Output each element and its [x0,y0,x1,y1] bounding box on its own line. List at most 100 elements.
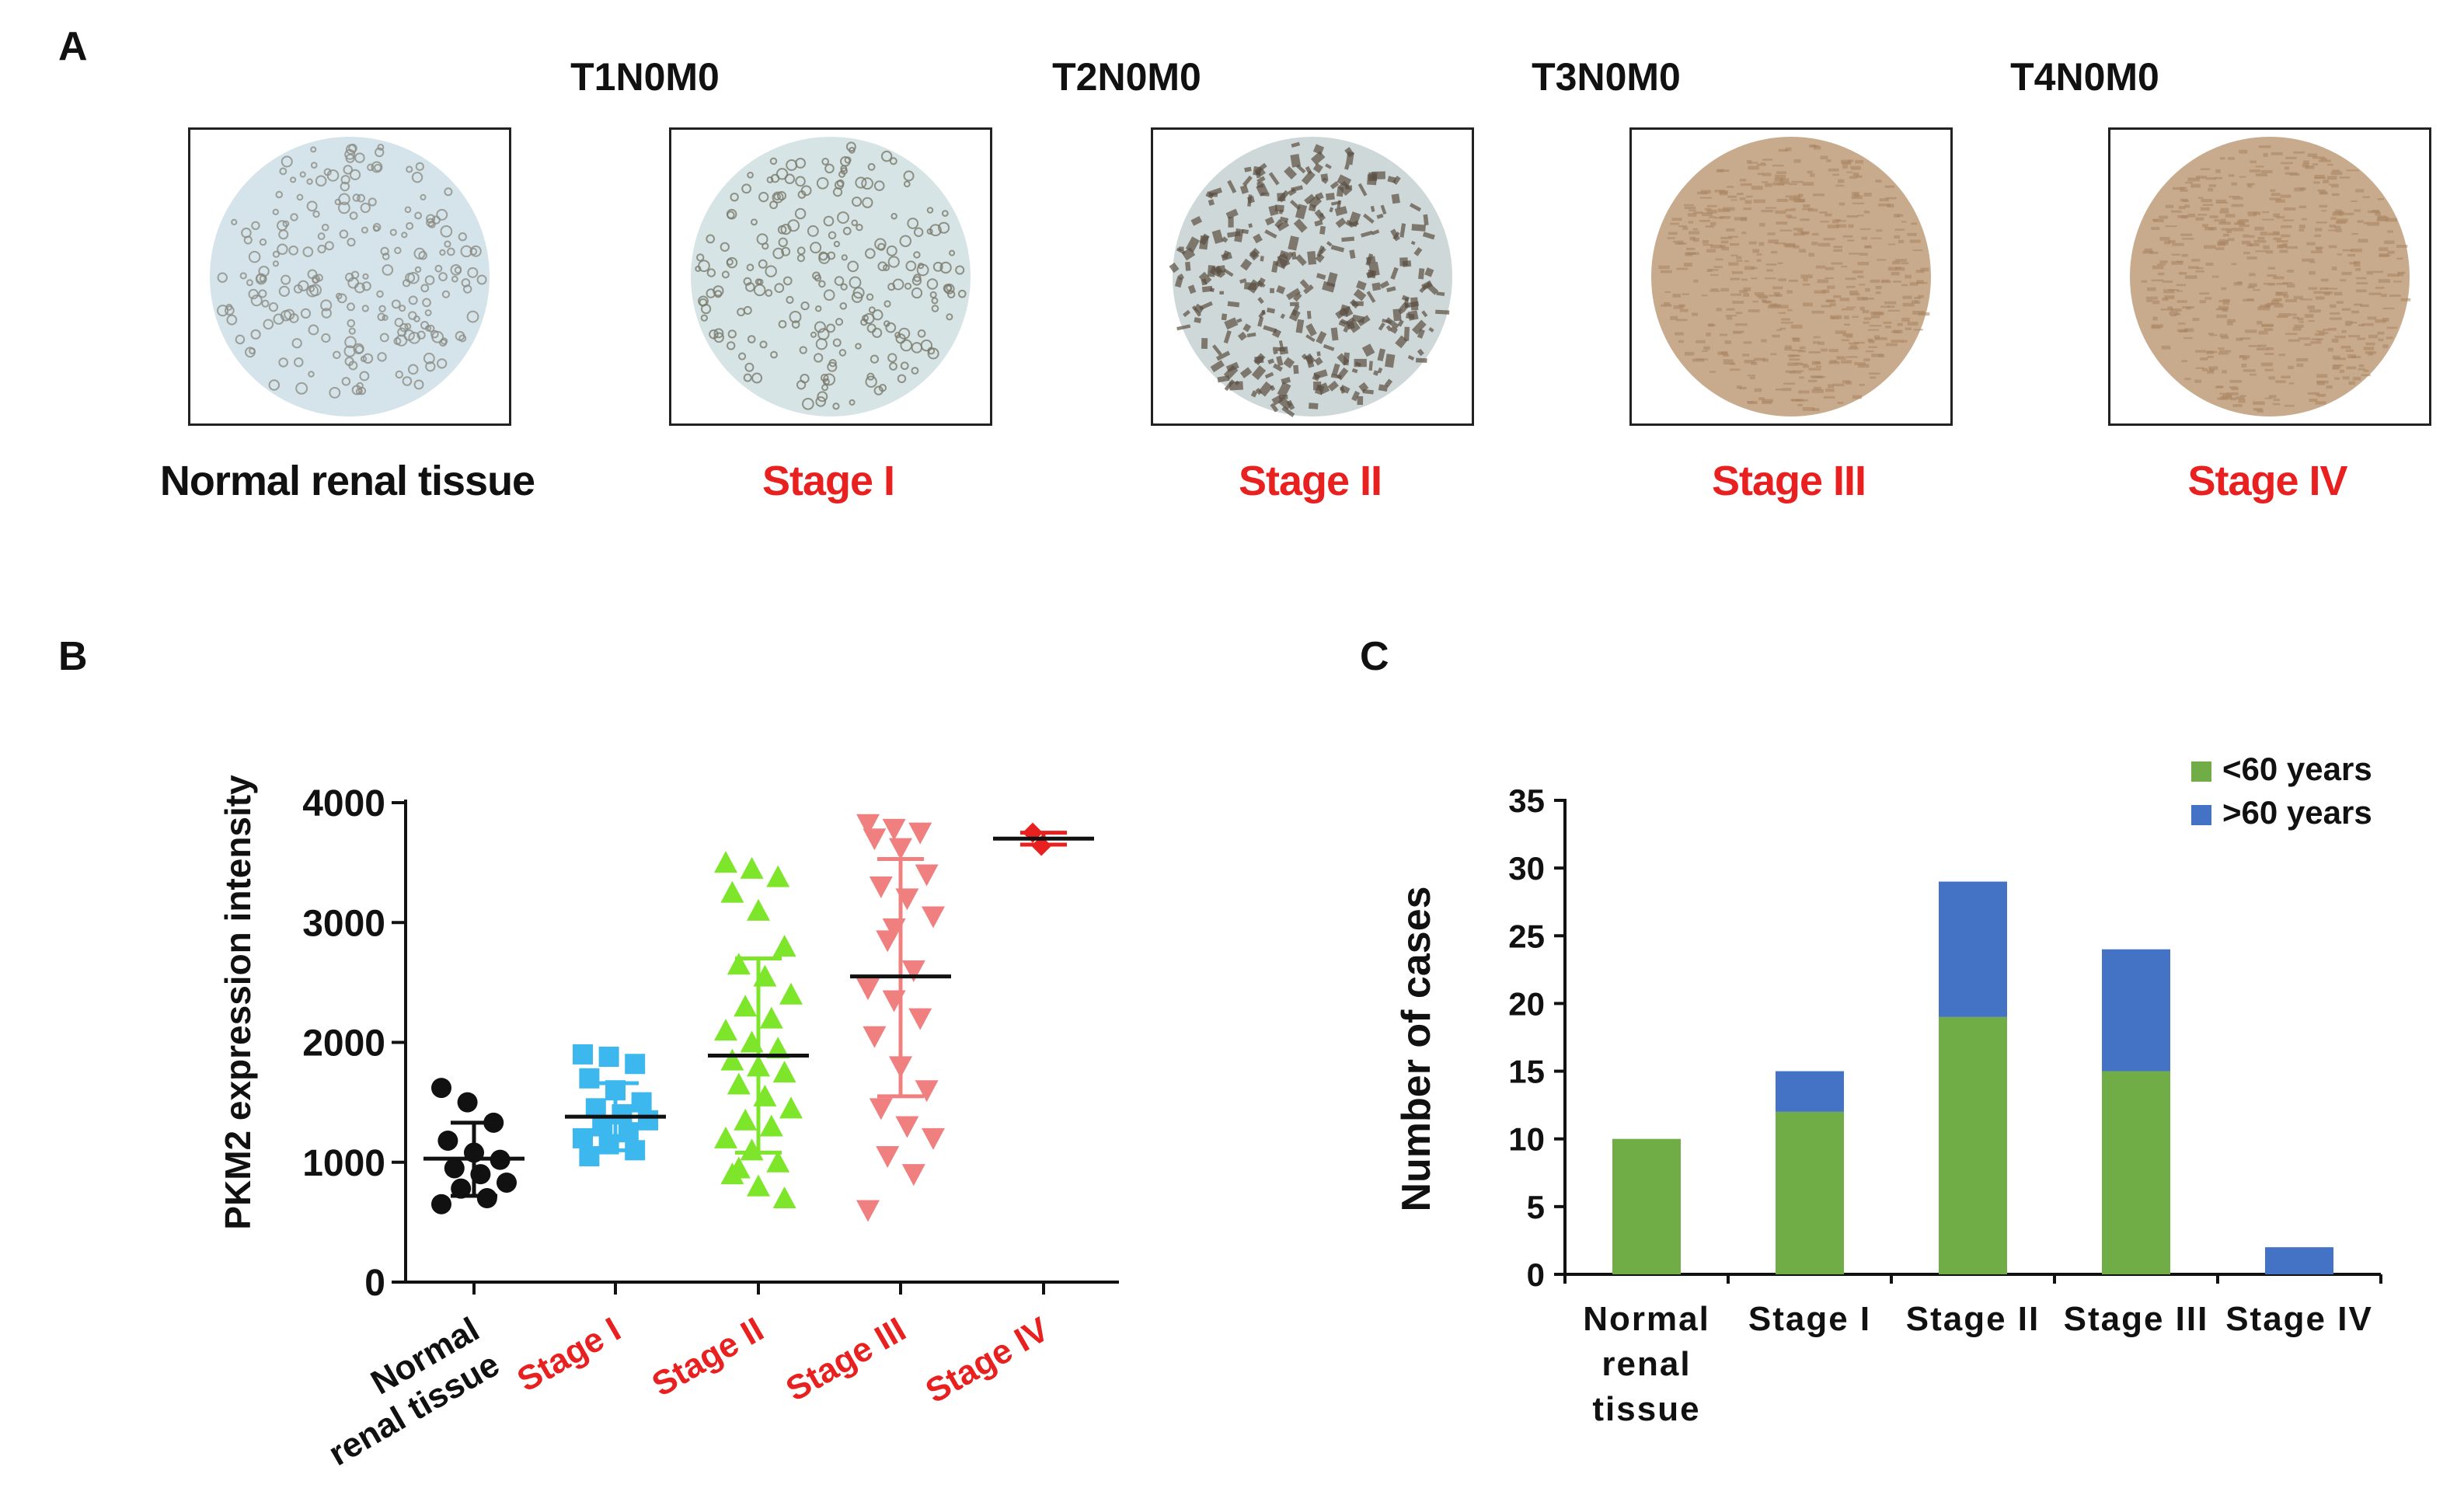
tissue-texture [1748,309,1760,312]
tissue-texture [2298,228,2305,232]
tissue-texture [1340,319,1349,326]
tissue-texture [2247,184,2253,188]
tissue-texture [2329,225,2336,228]
tissue-texture [291,338,302,349]
tissue-texture [696,253,705,262]
tissue-texture [2285,299,2298,302]
tissue-texture [217,272,228,283]
tissue-texture [2316,247,2322,251]
tissue-texture [1331,363,1340,376]
tissue-texture [866,323,877,333]
tissue-texture [2349,262,2357,265]
b-point [869,1098,893,1120]
tissue-texture [1315,253,1325,263]
tissue-texture [2284,166,2290,170]
tissue-texture [2287,284,2295,288]
tissue-texture [317,232,326,240]
tissue-texture [413,315,420,322]
tissue-texture [855,176,867,189]
tissue-texture [2232,228,2244,232]
tissue-texture [772,191,784,204]
tissue-texture [834,179,845,190]
tissue-texture [437,358,448,369]
tissue-texture [1798,193,1804,197]
tissue-texture [438,338,448,347]
tissue-texture [1254,162,1267,174]
b-point [869,876,893,898]
tissue-texture [1894,235,1901,239]
tissue-texture [1861,236,1867,240]
b-point [901,960,925,982]
tissue-texture [1892,260,1901,265]
tissue-texture [1887,305,1895,308]
tissue-texture [2195,270,2204,273]
tissue-texture [1730,199,1737,201]
tissue-texture [2309,261,2316,263]
tissue-texture [2289,172,2300,176]
tissue-texture [766,176,774,183]
tissue-texture [2305,165,2315,169]
tissue-texture [1749,376,1755,379]
tissue-texture [2315,393,2326,396]
tissue-texture [794,207,807,220]
tissue-texture [2262,218,2274,221]
tissue-texture [2313,181,2320,184]
tissue-texture [1846,171,1853,173]
tissue-texture [1351,368,1358,374]
tissue-texture [2240,337,2251,340]
tissue-texture [1728,262,1739,266]
tissue-texture [351,385,362,396]
tissue-texture [1842,165,1848,169]
tissue-texture [2271,193,2281,197]
tissue-texture [1716,308,1722,312]
tissue-texture [2261,323,2274,327]
tissue-texture [2243,234,2250,238]
b-point [457,1092,478,1113]
tissue-texture [2260,232,2267,235]
tissue-texture [695,265,702,272]
tissue-texture [447,247,455,256]
tissue-texture [1793,159,1801,163]
tissue-texture [1833,249,1843,253]
tissue-texture [344,336,357,349]
tissue-texture [713,285,724,297]
tissue-texture [1315,192,1324,200]
tissue-texture [2389,294,2401,297]
tissue-texture [1706,204,1717,207]
tissue-texture [1293,292,1302,302]
tissue-texture [451,275,458,283]
tissue-texture [807,225,819,237]
c-legend-swatch [2191,761,2211,782]
tissue-texture [2384,240,2395,244]
tissue-texture [1672,294,1682,298]
tissue-texture [414,266,422,274]
b-x-tick-label: Stage II [646,1310,770,1404]
tissue-texture [814,274,822,282]
tissue-texture [348,327,356,335]
tissue-texture [2241,363,2247,368]
tissue-texture [2157,263,2166,266]
tissue-texture [1905,274,1912,279]
tissue-texture [1198,271,1212,285]
tissue-texture [1811,232,1819,236]
tissue-texture [1376,213,1384,219]
tissue-texture [1330,181,1340,190]
tissue-texture [1296,164,1306,174]
tissue-texture [1810,173,1815,177]
tissue-texture [1898,239,1905,243]
tissue-texture [1803,302,1813,307]
tissue-texture [1675,242,1687,245]
tissue-texture [782,276,793,286]
tissue-texture [2314,333,2325,336]
tissue-texture [2375,212,2381,216]
tnm-label-1: T1N0M0 [570,55,720,99]
tissue-texture [2318,159,2331,162]
tissue-texture [2323,329,2329,331]
tissue-texture [1340,386,1346,394]
tissue-texture [2378,338,2384,342]
tissue-texture [2275,199,2285,203]
tissue-texture [1670,315,1678,320]
tissue-core-3 [1651,137,1931,416]
tissue-texture [1357,396,1364,406]
tissue-texture [1869,325,1882,327]
